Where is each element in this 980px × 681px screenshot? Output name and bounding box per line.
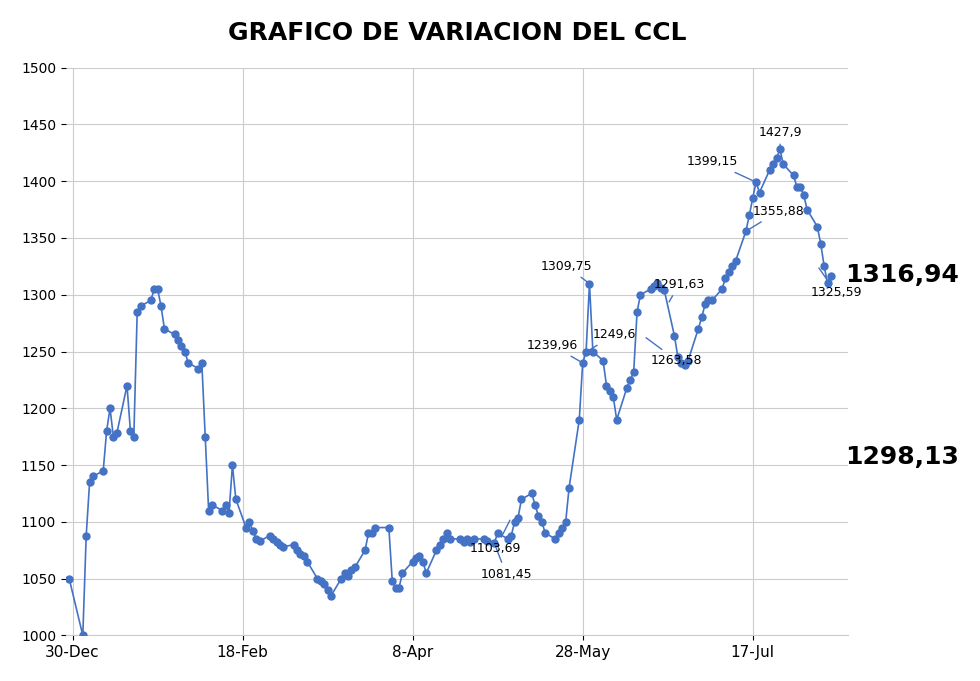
Text: 1325,59: 1325,59 [810,268,861,299]
Text: 1291,63: 1291,63 [654,278,705,302]
Text: 1249,6: 1249,6 [588,328,636,351]
Text: 1355,88: 1355,88 [749,204,805,229]
Text: 1427,9: 1427,9 [760,125,803,146]
Text: 1263,58: 1263,58 [646,338,703,367]
Text: 1316,94: 1316,94 [845,264,958,287]
Title: GRAFICO DE VARIACION DEL CCL: GRAFICO DE VARIACION DEL CCL [227,21,686,45]
Text: 1399,15: 1399,15 [687,155,754,181]
Text: 1081,45: 1081,45 [480,545,532,581]
Text: 1309,75: 1309,75 [541,259,593,282]
Text: 1103,69: 1103,69 [469,520,521,556]
Text: 1298,13: 1298,13 [845,445,958,469]
Text: 1239,96: 1239,96 [527,339,580,362]
